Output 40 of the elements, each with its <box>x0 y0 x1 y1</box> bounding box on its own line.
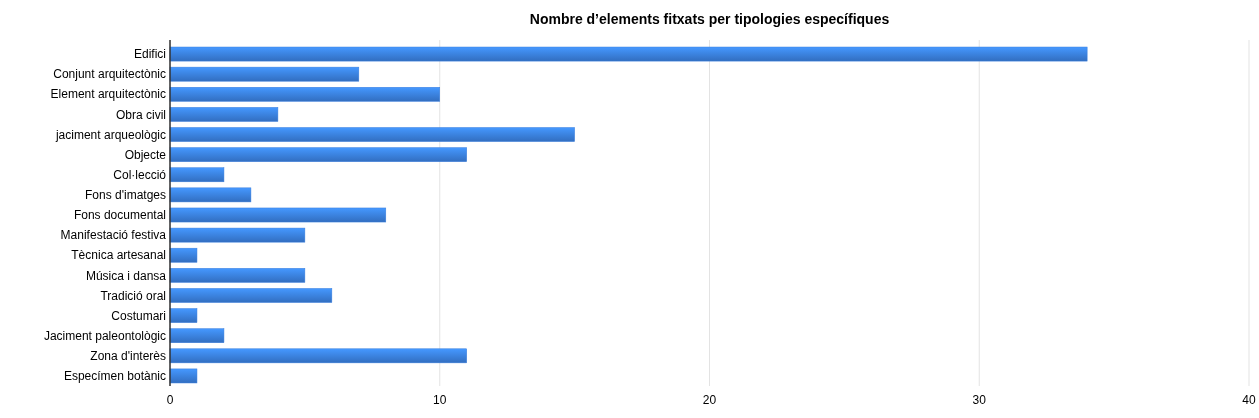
bar <box>169 308 198 323</box>
y-tick-label: Fons d'imatges <box>85 188 166 203</box>
y-tick-label: jaciment arqueològic <box>54 127 166 142</box>
x-tick-label: 10 <box>433 393 447 407</box>
bar <box>169 207 387 223</box>
bar <box>169 46 1088 62</box>
y-tick-label: Edifici <box>133 47 166 62</box>
x-tick-label: 40 <box>1242 393 1256 407</box>
y-tick-label: Manifestació festiva <box>60 228 167 243</box>
y-tick-label: Zona d'interès <box>90 349 166 364</box>
bar <box>169 227 306 243</box>
y-tick-label: Tècnica artesanal <box>71 248 166 263</box>
y-tick-label: Costumari <box>111 308 166 323</box>
bar <box>169 127 575 142</box>
y-tick-label: Element arquitectònic <box>50 87 166 102</box>
bar <box>169 368 198 384</box>
y-tick-label: Conjunt arquitectònic <box>53 67 166 82</box>
bar <box>169 328 225 343</box>
bar <box>169 66 360 82</box>
bar <box>169 167 225 183</box>
y-tick-label: Tradició oral <box>100 288 166 303</box>
y-tick-label: Objecte <box>124 147 167 162</box>
bar <box>169 147 467 162</box>
x-tick-label: 30 <box>972 393 987 407</box>
y-tick-label: Jaciment paleontològic <box>43 328 166 343</box>
bar <box>169 348 467 364</box>
x-tick-label: 0 <box>166 393 174 407</box>
bar <box>169 268 306 283</box>
bar <box>169 87 440 102</box>
bar <box>169 187 252 203</box>
bar <box>169 288 333 303</box>
bar <box>169 107 279 122</box>
x-tick-label: 20 <box>702 393 717 407</box>
bar <box>169 247 198 263</box>
y-tick-label: Música i dansa <box>85 268 167 283</box>
y-tick-label: Col·lecció <box>113 167 167 182</box>
y-tick-label: Fons documental <box>73 208 166 223</box>
chart-title: Nombre d’elements fitxats per tipologies específiques <box>529 11 890 27</box>
y-tick-label: Especímen botànic <box>63 369 166 384</box>
y-tick-label: Obra civil <box>115 107 166 122</box>
